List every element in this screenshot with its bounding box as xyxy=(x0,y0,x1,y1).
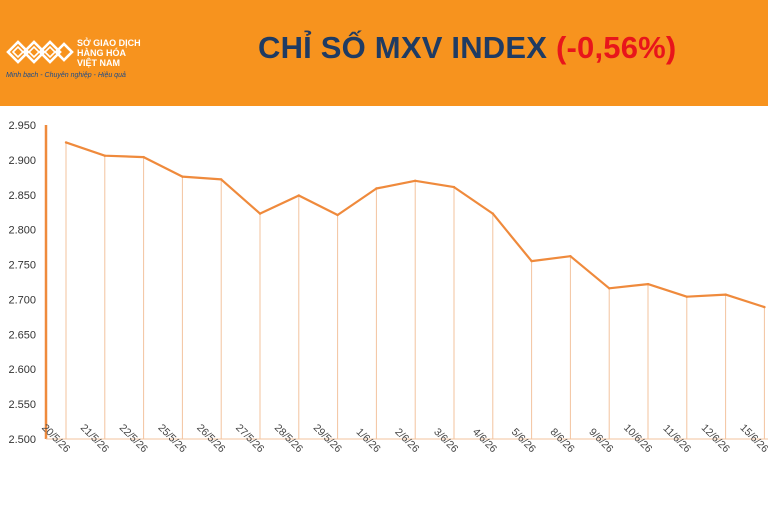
x-tick-label: 8/6/26 xyxy=(548,426,577,455)
data-point xyxy=(258,212,262,215)
y-tick-label: 2.900 xyxy=(8,155,36,167)
index-change: (-0,56%) xyxy=(555,30,677,65)
data-point xyxy=(297,194,300,197)
data-point xyxy=(336,213,339,217)
y-tick-label: 2.500 xyxy=(8,434,36,446)
x-tick-label: 5/6/26 xyxy=(509,426,538,455)
index-line-chart: 2.500 2.550 2.600 2.650 2.700 2.750 2.800 2.850… xyxy=(0,106,768,512)
logo-slogan: Minh bạch - Chuyên nghiệp - Hiệu quả xyxy=(6,72,126,79)
data-point xyxy=(724,293,727,296)
logo-name-line: HÀNG HÓA xyxy=(77,48,126,58)
y-tick-label: 2.950 xyxy=(8,120,36,132)
data-point xyxy=(142,155,145,159)
y-tick-label: 2.550 xyxy=(8,399,36,411)
x-tick-label: 2/6/26 xyxy=(392,426,421,455)
y-tick-label: 2.800 xyxy=(8,225,36,237)
title-text: CHỈ SỐ MXV INDEX xyxy=(258,30,548,65)
logo-name-line: SỞ GIAO DỊCH xyxy=(77,38,141,48)
y-tick-label: 2.600 xyxy=(8,364,36,376)
data-point xyxy=(452,185,456,189)
exchange-logo: SỞ GIAO DỊCH HÀNG HÓA VIỆT NAM Minh bạch… xyxy=(6,36,156,86)
data-point xyxy=(220,178,223,181)
data-point xyxy=(646,282,650,286)
x-tick-label: 9/6/26 xyxy=(586,426,615,455)
data-point xyxy=(375,187,378,190)
data-point xyxy=(608,287,611,290)
data-point xyxy=(569,254,572,258)
y-tick-label: 2.650 xyxy=(8,329,36,341)
x-tick-label: 3/6/26 xyxy=(431,426,460,455)
header-banner: SỞ GIAO DỊCH HÀNG HÓA VIỆT NAM Minh bạch… xyxy=(0,0,768,106)
y-tick-label: 2.750 xyxy=(8,260,36,272)
data-point xyxy=(685,295,688,298)
page-title: CHỈ SỐ MXV INDEX (-0,56%) xyxy=(258,30,676,66)
data-point xyxy=(491,212,494,215)
x-tick-label: 4/6/26 xyxy=(470,426,499,455)
data-point xyxy=(414,179,417,183)
data-point xyxy=(530,259,533,263)
logo-mark-icon xyxy=(6,40,74,64)
data-point xyxy=(64,141,68,144)
y-tick-label: 2.700 xyxy=(8,294,36,306)
logo-name-line: VIỆT NAM xyxy=(77,58,121,68)
data-point xyxy=(103,154,107,157)
data-point xyxy=(181,175,184,178)
data-point xyxy=(763,305,766,309)
y-tick-label: 2.850 xyxy=(8,190,36,202)
x-tick-label: 1/6/26 xyxy=(354,426,383,455)
logo-name: SỞ GIAO DỊCH HÀNG HÓA VIỆT NAM xyxy=(77,38,141,68)
chart-canvas: 2.500 2.550 2.600 2.650 2.700 2.750 2.800 2.850… xyxy=(8,120,768,455)
